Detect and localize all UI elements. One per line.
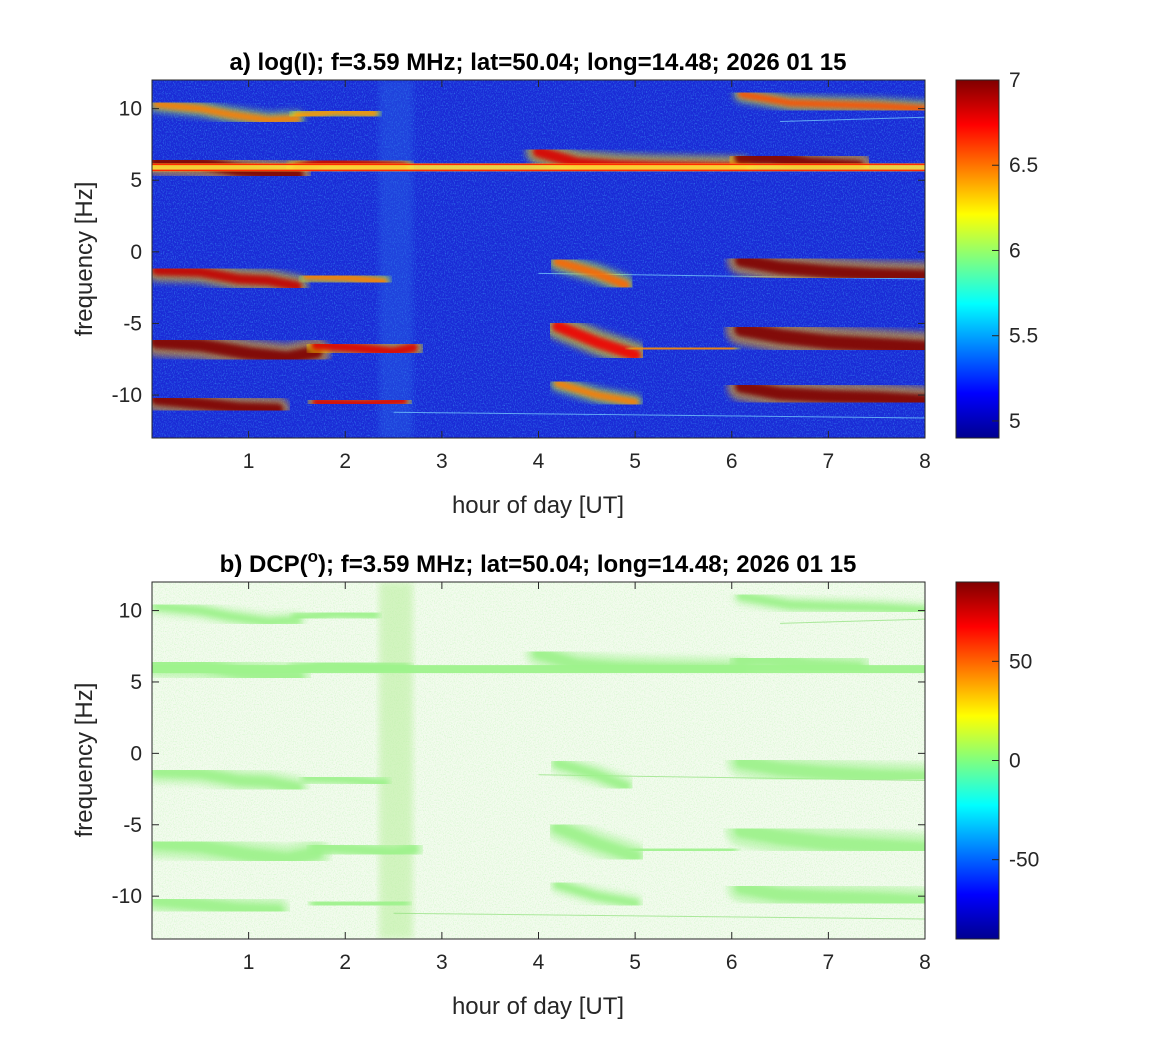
panel-b-title: b) DCP(o); f=3.59 MHz; lat=50.04; long=1…	[220, 547, 857, 578]
panel-b: b) DCP(o); f=3.59 MHz; lat=50.04; long=1…	[71, 547, 1039, 1020]
panel-a-traces	[152, 80, 925, 438]
panel-b-x-label: hour of day [UT]	[452, 993, 624, 1020]
x-tick-label: 7	[823, 450, 835, 473]
y-tick-label: 10	[119, 600, 142, 623]
faint-line	[393, 411, 925, 419]
trace	[553, 257, 630, 290]
x-tick-label: 2	[339, 450, 351, 473]
panel-b-title-suffix: ); f=3.59 MHz; lat=50.04; long=14.48; 20…	[318, 551, 856, 578]
x-tick-label: 3	[436, 450, 448, 473]
x-tick-label: 5	[629, 951, 641, 974]
panel-a-x-label: hour of day [UT]	[452, 492, 624, 519]
trace	[152, 836, 323, 866]
x-tick-label: 8	[919, 450, 931, 473]
trace	[734, 253, 925, 283]
panel-b-title-superscript: o	[308, 547, 318, 566]
trace	[631, 344, 736, 353]
panel-a-title: a) log(I); f=3.59 MHz; lat=50.04; long=1…	[230, 49, 847, 76]
trace	[152, 335, 323, 365]
trace	[734, 823, 925, 857]
x-tick-label: 4	[533, 951, 545, 974]
x-tick-label: 6	[726, 450, 738, 473]
y-tick-label: 0	[130, 241, 142, 264]
y-tick-label: -5	[123, 312, 142, 335]
colorbar-tick-label: 0	[1009, 750, 1021, 773]
trace	[152, 393, 284, 416]
y-tick-label: 10	[119, 98, 142, 121]
trace	[553, 759, 630, 791]
trace	[311, 841, 418, 859]
y-tick-label: 0	[130, 742, 142, 765]
trace	[552, 320, 641, 361]
carrier-line	[152, 665, 925, 674]
trace	[734, 755, 925, 785]
y-tick-label: -10	[112, 384, 142, 407]
trace	[734, 322, 925, 355]
panel-b-colorbar-ticks: 50 0 -50	[992, 650, 1039, 872]
trace	[737, 592, 925, 615]
trace	[311, 339, 418, 358]
x-tick-label: 1	[243, 951, 255, 974]
noise-band	[379, 80, 413, 438]
panel-b-x-ticks: 1 2 3 4 5 6 7 8	[243, 582, 931, 974]
trace	[293, 107, 378, 120]
trace	[554, 881, 639, 907]
panel-b-y-label: frequency [Hz]	[71, 683, 98, 838]
trace	[293, 609, 378, 622]
trace	[737, 90, 925, 113]
trace	[303, 272, 388, 286]
trace	[734, 380, 925, 408]
x-tick-label: 3	[436, 951, 448, 974]
colorbar-tick-label: 5	[1009, 410, 1021, 433]
y-tick-label: 5	[130, 671, 142, 694]
panel-b-y-ticks: 10 5 0 -5 -10	[112, 600, 925, 908]
trace	[311, 897, 408, 910]
trace	[311, 396, 408, 408]
trace	[631, 845, 736, 855]
trace	[153, 100, 301, 124]
trace	[303, 774, 388, 787]
faint-line	[780, 116, 925, 123]
panel-a: a) log(I); f=3.59 MHz; lat=50.04; long=1…	[71, 49, 1038, 519]
trace	[152, 894, 284, 917]
x-tick-label: 2	[339, 951, 351, 974]
panel-a-colorbar	[955, 79, 1000, 439]
panel-a-colorbar-ticks: 7 6.5 6 5.5 5	[992, 69, 1038, 433]
faint-line	[393, 912, 925, 920]
x-tick-label: 1	[243, 450, 255, 473]
trace	[734, 881, 925, 909]
colorbar-tick-label: 6	[1009, 239, 1021, 262]
panel-a-x-ticks: 1 2 3 4 5 6 7 8	[243, 80, 931, 473]
y-tick-label: -5	[123, 814, 142, 837]
noise-band	[379, 582, 413, 939]
trace	[152, 265, 302, 292]
carrier-line	[152, 163, 925, 172]
y-tick-label: -10	[112, 885, 142, 908]
colorbar-tick-label: 5.5	[1009, 325, 1038, 348]
panel-a-y-label: frequency [Hz]	[71, 182, 98, 337]
colorbar-tick-label: 6.5	[1009, 154, 1038, 177]
trace	[153, 602, 301, 626]
panel-b-colorbar	[955, 581, 1000, 940]
trace	[552, 821, 641, 862]
trace	[152, 766, 302, 793]
panel-a-y-ticks: 10 5 0 -5 -10	[112, 98, 925, 407]
colorbar-tick-label: -50	[1009, 849, 1039, 872]
faint-line	[780, 618, 925, 624]
y-tick-label: 5	[130, 169, 142, 192]
panel-b-title-prefix: b) DCP(	[220, 551, 308, 578]
panel-b-traces	[152, 582, 925, 939]
x-tick-label: 8	[919, 951, 931, 974]
colorbar-tick-label: 50	[1009, 650, 1032, 673]
x-tick-label: 6	[726, 951, 738, 974]
x-tick-label: 7	[823, 951, 835, 974]
trace	[554, 380, 639, 406]
x-tick-label: 5	[629, 450, 641, 473]
colorbar-tick-label: 7	[1009, 69, 1021, 92]
x-tick-label: 4	[533, 450, 545, 473]
